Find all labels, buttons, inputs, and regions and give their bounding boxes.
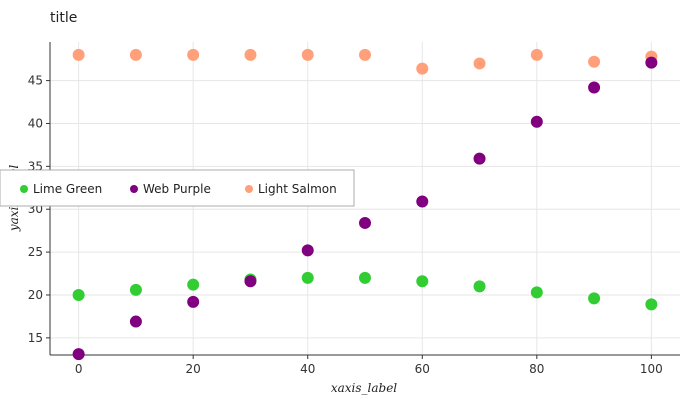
x-tick-label: 20	[186, 362, 201, 376]
point-lime-green	[72, 288, 85, 301]
y-tick-label: 40	[28, 116, 43, 130]
point-lime-green	[301, 271, 314, 284]
point-web-purple	[416, 195, 429, 208]
x-tick-label: 40	[300, 362, 315, 376]
point-light-salmon	[359, 48, 371, 61]
x-tick-label: 80	[529, 362, 544, 376]
point-light-salmon	[416, 62, 429, 75]
data-points	[72, 48, 658, 361]
point-web-purple	[645, 56, 658, 69]
legend-marker-web-purple	[130, 185, 138, 193]
grid	[50, 42, 680, 355]
y-tick-label: 45	[28, 74, 43, 88]
point-lime-green	[129, 283, 142, 296]
legend-label-light-salmon: Light Salmon	[258, 182, 337, 196]
point-web-purple	[187, 295, 200, 308]
legend-label-web-purple: Web Purple	[143, 182, 211, 196]
x-tick-label: 100	[640, 362, 663, 376]
point-lime-green	[416, 275, 429, 288]
y-tick-label: 20	[28, 288, 43, 302]
point-web-purple	[473, 152, 486, 165]
legend-marker-lime-green	[20, 185, 28, 193]
point-web-purple	[301, 244, 314, 257]
point-web-purple	[530, 115, 543, 128]
y-tick-label: 25	[28, 245, 43, 259]
point-light-salmon	[129, 48, 142, 61]
point-web-purple	[588, 81, 601, 94]
point-web-purple	[359, 216, 371, 229]
point-light-salmon	[72, 48, 85, 61]
point-light-salmon	[244, 48, 257, 61]
point-lime-green	[187, 278, 200, 291]
y-tick-label: 15	[28, 331, 43, 345]
point-light-salmon	[530, 48, 543, 61]
point-light-salmon	[187, 48, 200, 61]
point-web-purple	[129, 315, 142, 328]
point-light-salmon	[301, 48, 314, 61]
point-lime-green	[645, 298, 658, 311]
point-lime-green	[359, 271, 371, 284]
point-light-salmon	[473, 57, 486, 70]
x-axis-ticks: 0 20 40 60 80 100	[75, 355, 663, 376]
x-tick-label: 0	[75, 362, 83, 376]
legend-box	[0, 169, 355, 207]
x-axis-label: xaxis_label	[331, 381, 397, 395]
legend-marker-light-salmon	[245, 185, 253, 193]
x-tick-label: 60	[415, 362, 430, 376]
point-light-salmon	[588, 55, 601, 68]
chart-title: title	[50, 10, 77, 26]
point-lime-green	[473, 280, 486, 293]
point-web-purple	[244, 275, 257, 288]
legend-label-lime-green: Lime Green	[33, 182, 102, 196]
point-lime-green	[530, 286, 543, 299]
point-web-purple	[72, 348, 85, 361]
legend: Lime Green Web Purple Light Salmon	[0, 169, 355, 207]
point-lime-green	[588, 292, 601, 305]
